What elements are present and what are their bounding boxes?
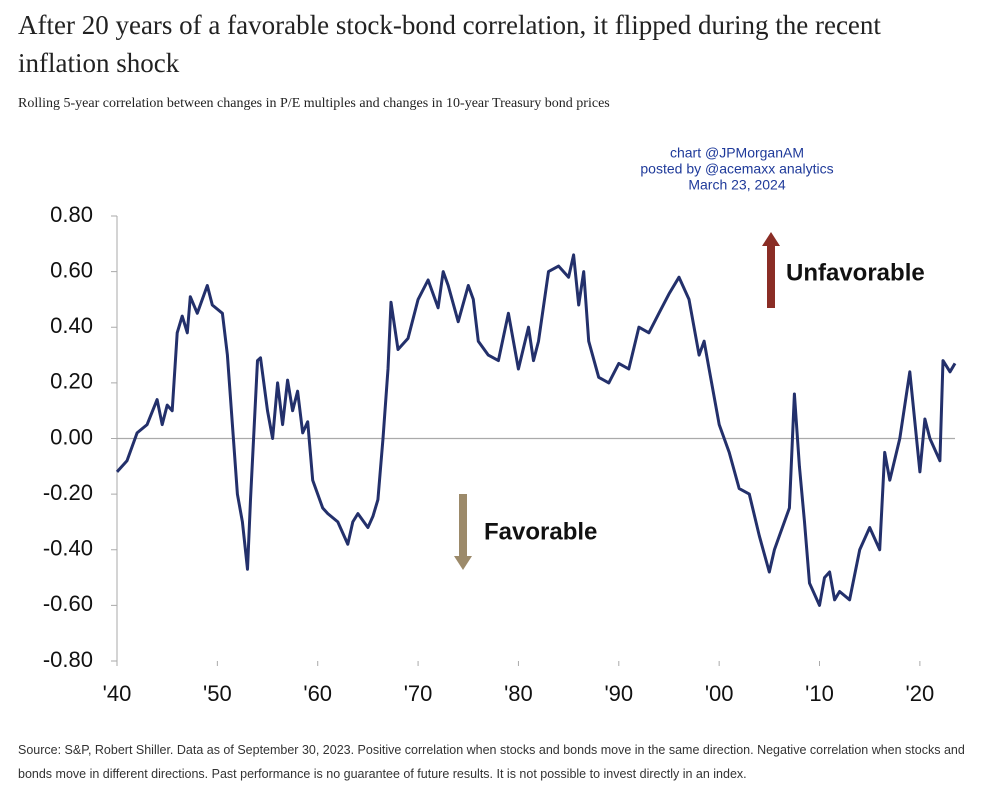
x-tick-label: '10	[805, 681, 834, 706]
x-tick-label: '70	[404, 681, 433, 706]
source-note: Source: S&P, Robert Shiller. Data as of …	[18, 743, 965, 781]
annotation: March 23, 2024	[688, 177, 785, 193]
up-arrow-shaft	[767, 245, 775, 308]
y-tick-label: -0.20	[43, 480, 93, 505]
y-tick-label: 0.00	[50, 424, 93, 449]
chart-subtitle: Rolling 5-year correlation between chang…	[18, 96, 610, 111]
series-line	[115, 253, 957, 607]
chart-title: After 20 years of a favorable stock-bond…	[18, 10, 881, 78]
x-tick-label: '40	[103, 681, 132, 706]
unfavorable-label: Unfavorable	[786, 259, 925, 286]
x-tick-label: '60	[303, 681, 332, 706]
down-arrow-shaft	[459, 494, 467, 556]
favorable-label: Favorable	[484, 518, 597, 545]
y-tick-label: 0.60	[50, 257, 93, 282]
y-tick-label: 0.40	[50, 313, 93, 338]
down-arrow-head	[454, 556, 472, 570]
y-tick-label: -0.60	[43, 591, 93, 616]
x-tick-label: '00	[705, 681, 734, 706]
chart: chart @JPMorganAM posted by @acemaxx ana…	[43, 145, 957, 706]
x-tick-label: '50	[203, 681, 232, 706]
y-tick-label: 0.20	[50, 369, 93, 394]
y-tick-label: -0.40	[43, 536, 93, 561]
y-tick-label: 0.80	[50, 202, 93, 227]
x-tick-label: '80	[504, 681, 533, 706]
annotation: posted by @acemaxx analytics	[640, 161, 833, 177]
x-tick-label: '90	[604, 681, 633, 706]
annotation: chart @JPMorganAM	[670, 145, 804, 161]
x-tick-label: '20	[906, 681, 935, 706]
up-arrow-head	[762, 232, 780, 246]
y-tick-label: -0.80	[43, 647, 93, 672]
